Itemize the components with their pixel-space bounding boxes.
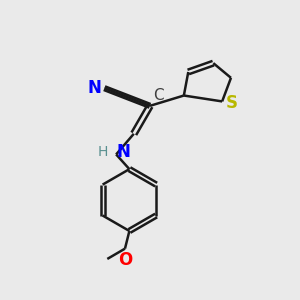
Text: N: N — [88, 79, 101, 97]
Text: N: N — [116, 143, 130, 161]
Text: S: S — [226, 94, 238, 112]
Text: C: C — [154, 88, 164, 104]
Text: H: H — [98, 145, 108, 159]
Text: O: O — [118, 251, 132, 269]
